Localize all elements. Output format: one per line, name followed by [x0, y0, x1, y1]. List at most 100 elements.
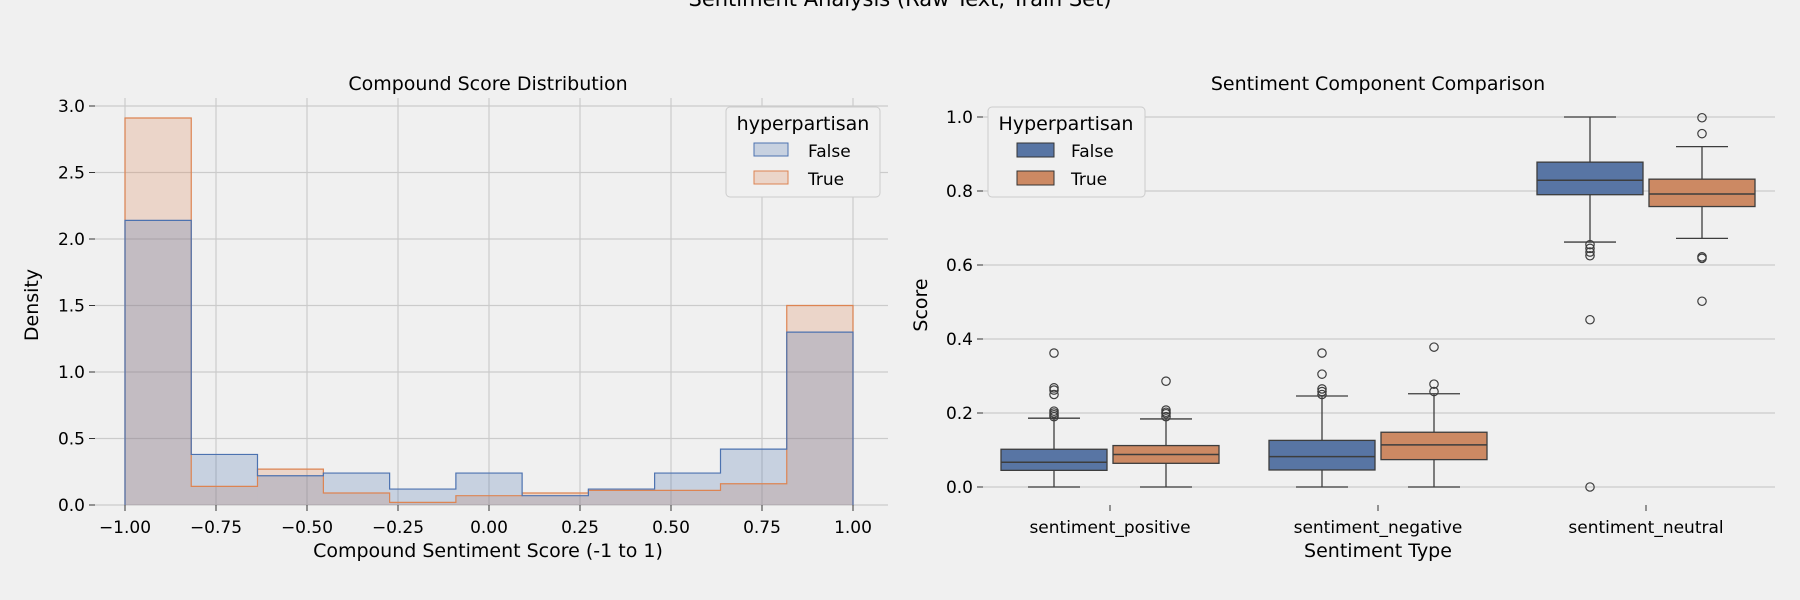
boxplot-legend-label-false: False: [1071, 142, 1114, 162]
boxplot-y-tick-label: 0.4: [946, 330, 973, 350]
box-sentiment_neutral-true: [1648, 112, 1756, 307]
histogram-bar-true: [720, 483, 787, 505]
histogram-x-tick-label: 0.75: [743, 518, 781, 538]
box-iqr: [1536, 161, 1644, 196]
boxplot-xlabel: Sentiment Type: [1304, 540, 1452, 562]
box-outlier: [1049, 389, 1059, 400]
histogram-x-tick-label: 0.25: [561, 518, 599, 538]
histogram-x-tick-label: 0.00: [470, 518, 508, 538]
box-outlier: [1697, 128, 1707, 139]
histogram-y-tick-label: 1.0: [58, 363, 85, 383]
box-outlier: [1049, 348, 1059, 358]
histogram-bar-false: [125, 220, 192, 505]
box-outlier: [1585, 250, 1595, 261]
boxplot-ticks: 0.0 0.2 0.4 0.6 0.8 1.0 sentiment_positive sent…: [946, 108, 1724, 538]
figure-suptitle: Sentiment Analysis (Raw Text, Train Set): [688, 0, 1111, 11]
histogram-legend-swatch-false: [753, 142, 789, 157]
compound-histogram-panel: Compound Score Distribution −1.00 −0.75 −0…: [21, 73, 888, 562]
boxplot-y-tick-label: 0.6: [946, 256, 973, 276]
histogram-bar-false: [257, 475, 324, 505]
boxplot-legend-swatch-true: [1016, 170, 1055, 186]
box-outlier: [1697, 112, 1707, 123]
histogram-y-tick-label: 0.0: [58, 496, 85, 516]
histogram-legend-swatch-true: [753, 170, 789, 185]
box-sentiment_positive-true: [1112, 376, 1220, 488]
histogram-grid: [95, 98, 888, 506]
histogram-title: Compound Score Distribution: [348, 73, 627, 95]
box-sentiment_positive-false: [1000, 348, 1108, 488]
histogram-legend: hyperpartisan False True: [725, 106, 881, 198]
box-outlier: [1429, 386, 1439, 397]
box-iqr: [1000, 448, 1108, 472]
component-boxplot-panel: Sentiment Component Comparison 0.0 0.2 0.4…: [910, 73, 1775, 562]
histogram-bar-false: [191, 454, 258, 505]
boxplot-title: Sentiment Component Comparison: [1211, 73, 1545, 95]
histogram-x-tick-label: −1.00: [99, 518, 151, 538]
histogram-legend-frame: [725, 106, 881, 198]
histogram-x-tick-label: −0.50: [281, 518, 333, 538]
box-sentiment_negative-true: [1380, 342, 1488, 488]
box-outlier: [1585, 239, 1595, 250]
histogram-bar-true: [522, 493, 589, 505]
box-sentiment_negative-false: [1268, 348, 1376, 488]
histogram-bar-false: [389, 489, 456, 505]
box-iqr: [1268, 439, 1376, 471]
histogram-ticks: −1.00 −0.75 −0.50 −0.25 0.00 0.25 0.50 0.75 1.00…: [58, 97, 872, 538]
boxplot-y-tick-label: 0.2: [946, 404, 973, 424]
boxplot-legend: Hyperpartisan False True: [987, 106, 1146, 198]
histogram-bars: [124, 117, 854, 505]
box-outlier: [1317, 369, 1327, 379]
histogram-xlabel: Compound Sentiment Score (-1 to 1): [313, 540, 663, 562]
histogram-y-tick-label: 2.5: [58, 164, 85, 184]
histogram-bar-true: [786, 305, 853, 505]
boxplot-legend-title: Hyperpartisan: [999, 113, 1134, 135]
histogram-legend-label-true: True: [807, 170, 844, 190]
boxplot-x-tick-label: sentiment_positive: [1029, 518, 1190, 538]
box-outlier: [1697, 253, 1707, 264]
histogram-bar-true: [323, 493, 390, 505]
boxplot-y-tick-label: 1.0: [946, 108, 973, 128]
box-outlier: [1317, 348, 1327, 358]
box-sentiment_neutral-false: [1536, 116, 1644, 492]
histogram-bar-false: [323, 473, 390, 505]
box-outlier: [1585, 243, 1595, 254]
box-outlier: [1585, 482, 1595, 492]
histogram-y-tick-label: 2.0: [58, 230, 85, 250]
histogram-ylabel: Density: [21, 269, 43, 341]
box-outlier: [1585, 314, 1595, 325]
histogram-y-tick-label: 3.0: [58, 97, 85, 117]
box-outlier: [1585, 247, 1595, 257]
boxplot-y-tick-label: 0.8: [946, 182, 973, 202]
histogram-step-outline-true: [124, 117, 854, 505]
histogram-bar-true: [257, 469, 324, 505]
histogram-x-tick-label: 1.00: [834, 518, 872, 538]
histogram-bar-false: [455, 473, 523, 505]
histogram-legend-label-false: False: [808, 142, 851, 162]
histogram-bar-true: [588, 490, 655, 505]
histogram-bar-false: [786, 332, 853, 505]
histogram-x-tick-label: 0.50: [652, 518, 690, 538]
histogram-bar-false: [522, 495, 589, 505]
box-outlier: [1049, 406, 1059, 416]
histogram-bar-true: [389, 502, 456, 505]
histogram-bar-true: [125, 117, 192, 505]
histogram-x-tick-label: −0.25: [372, 518, 424, 538]
histogram-bar-false: [654, 473, 721, 505]
box-iqr: [1648, 178, 1756, 208]
box-outlier: [1049, 383, 1059, 393]
box-outlier: [1161, 376, 1171, 386]
boxplot-legend-swatch-false: [1016, 142, 1055, 158]
histogram-bar-false: [588, 489, 655, 505]
box-outlier: [1161, 405, 1171, 415]
histogram-legend-title: hyperpartisan: [737, 113, 870, 135]
box-outlier: [1317, 384, 1327, 394]
histogram-bar-false: [720, 449, 787, 505]
boxplot-ylabel: Score: [910, 278, 932, 331]
histogram-step-outline-false: [124, 219, 854, 505]
histogram-bar-true: [191, 486, 258, 505]
box-outlier: [1317, 389, 1327, 400]
box-outlier: [1429, 342, 1439, 352]
histogram-x-tick-label: −0.75: [190, 518, 242, 538]
box-outlier: [1317, 386, 1327, 397]
